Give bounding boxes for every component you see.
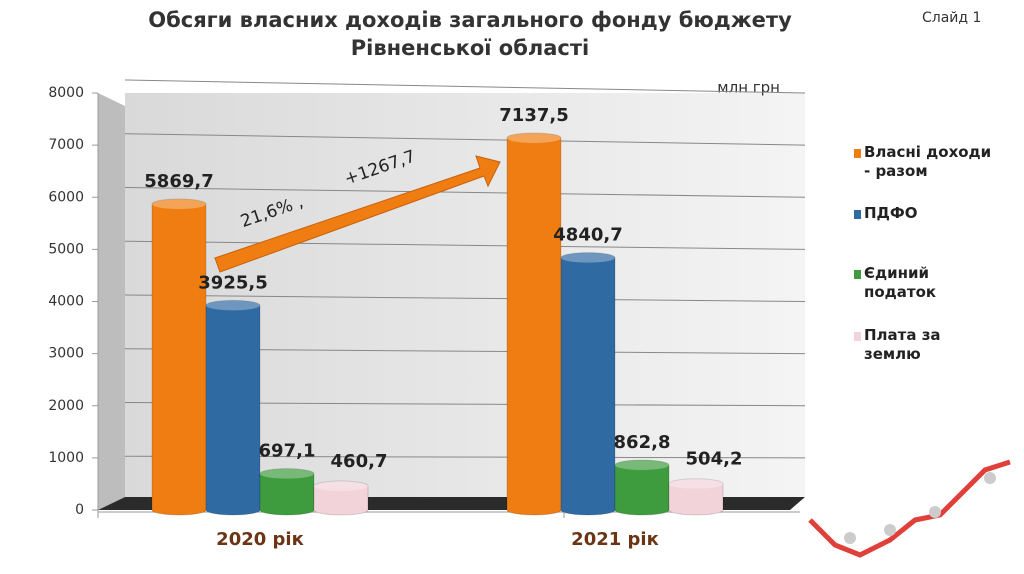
grid-line [124, 240, 806, 250]
value-label: 862,8 [614, 432, 671, 453]
y-tick-label: 7000 [48, 137, 84, 153]
chart-title: Обсяги власних доходів загального фонду … [148, 8, 792, 60]
bar [614, 459, 670, 516]
bar-cap [314, 480, 368, 491]
figure [929, 506, 941, 518]
y-tick-label: 2000 [48, 398, 84, 414]
legend-swatch [854, 210, 861, 219]
legend-label: ПДФО [864, 204, 918, 222]
value-label: 697,1 [259, 441, 316, 462]
grid-line [124, 187, 806, 198]
legend-item: Плата за землю [854, 326, 994, 364]
side-wall [98, 93, 125, 510]
value-label: 460,7 [331, 451, 388, 472]
bar [668, 478, 724, 516]
figure [844, 532, 856, 544]
unit-label: млн грн [717, 79, 780, 97]
legend-swatch [854, 332, 861, 341]
x-tick-label: 2020 рік [216, 529, 304, 550]
bar [151, 198, 207, 516]
bar-cap [152, 199, 206, 210]
value-label: 4840,7 [553, 225, 622, 246]
legend-item: Власні доходи - разом [854, 143, 994, 181]
y-tick-label: 3000 [48, 346, 84, 362]
legend-swatch [854, 149, 861, 158]
grid-line [124, 294, 806, 302]
bar-cap [206, 300, 260, 311]
legend-label: Єдиний податок [864, 264, 937, 301]
bar-cap [669, 478, 723, 489]
legend-label: Плата за землю [864, 326, 941, 363]
value-label: 3925,5 [198, 272, 267, 293]
grid-line [124, 133, 806, 146]
bar-cap [615, 460, 669, 471]
grid-line [124, 79, 806, 94]
y-tick-label: 0 [75, 502, 84, 518]
x-tick-label: 2021 рік [571, 529, 659, 550]
figure [884, 524, 896, 536]
value-label: 504,2 [686, 449, 743, 470]
y-tick-label: 8000 [48, 85, 84, 101]
slide-label: Слайд 1 [922, 10, 982, 26]
bar-cap [561, 252, 615, 263]
legend-label: Власні доходи - разом [864, 143, 992, 180]
bar [313, 480, 369, 516]
y-tick-label: 6000 [48, 189, 84, 205]
bar [259, 468, 315, 516]
bar-cap [507, 132, 561, 143]
bar [205, 299, 261, 516]
growth-arrow [214, 155, 501, 273]
value-label: 5869,7 [144, 171, 213, 192]
figure [984, 472, 996, 484]
bar [560, 252, 616, 516]
decor-image [805, 458, 1024, 574]
y-tick-label: 1000 [48, 450, 84, 466]
y-tick-label: 5000 [48, 241, 84, 257]
legend-item: ПДФО [854, 204, 994, 223]
growth-line [808, 459, 1011, 558]
legend-swatch [854, 270, 861, 279]
y-tick-label: 4000 [48, 294, 84, 310]
value-label: 7137,5 [499, 105, 568, 126]
legend-item: Єдиний податок [854, 264, 994, 302]
bar [506, 132, 562, 516]
bar-cap [260, 468, 314, 479]
